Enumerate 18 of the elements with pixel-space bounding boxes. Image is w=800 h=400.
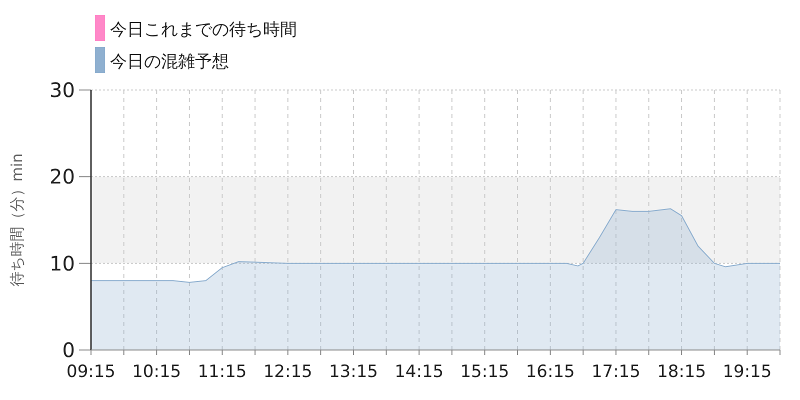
x-tick-label: 15:15: [460, 362, 510, 382]
x-tick-label: 14:15: [394, 362, 444, 382]
x-tick-label: 13:15: [328, 362, 378, 382]
y-axis-title: 待ち時間（分）min: [8, 153, 26, 287]
x-tick-label: 10:15: [132, 362, 182, 382]
x-tick-label: 18:15: [657, 362, 706, 382]
y-tick-label: 0: [62, 338, 75, 362]
legend-label: 今日これまでの待ち時間: [110, 20, 297, 40]
x-tick-label: 17:15: [591, 362, 640, 382]
x-tick-label: 12:15: [263, 362, 312, 382]
legend-label: 今日の混雑予想: [110, 52, 229, 72]
y-tick-label: 10: [50, 251, 75, 276]
x-tick-label: 19:15: [722, 362, 772, 382]
x-tick-label: 09:15: [66, 362, 116, 382]
y-tick-label: 20: [50, 164, 75, 189]
x-tick-label: 11:15: [198, 362, 247, 382]
x-tick-label: 16:15: [526, 362, 575, 382]
y-tick-label: 30: [50, 78, 75, 102]
